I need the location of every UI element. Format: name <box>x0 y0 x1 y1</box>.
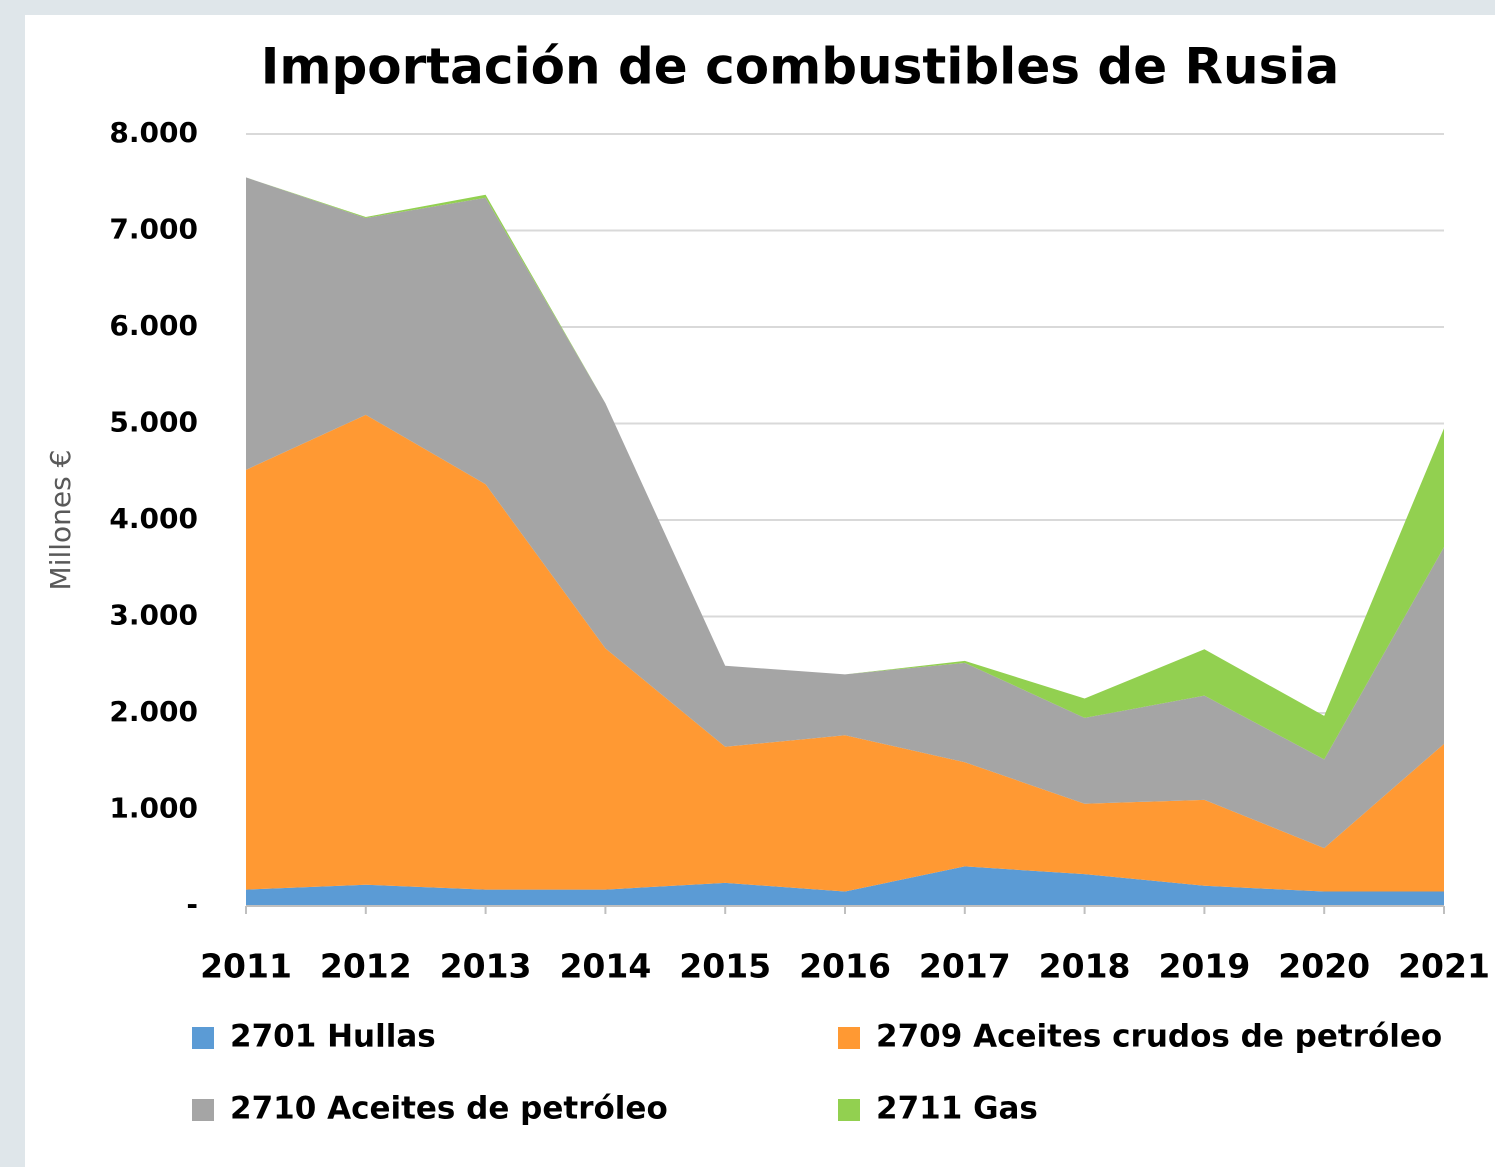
panel <box>25 15 1495 1167</box>
y-tick-label: - <box>186 888 198 921</box>
y-tick-label: 4.000 <box>109 502 198 535</box>
y-axis-label: Millones € <box>44 450 77 591</box>
legend-swatch <box>192 1027 214 1049</box>
page: Importación de combustibles de Rusia Mil… <box>0 0 1495 1167</box>
x-tick-label: 2019 <box>1158 947 1250 986</box>
legend-label: 2709 Aceites crudos de petróleo <box>876 1019 1442 1055</box>
x-tick-label: 2013 <box>440 947 532 986</box>
y-tick-label: 5.000 <box>109 406 198 439</box>
x-tick-label: 2017 <box>919 947 1011 986</box>
y-tick-label: 8.000 <box>109 116 198 149</box>
legend-label: 2711 Gas <box>876 1091 1038 1127</box>
y-tick-label: 7.000 <box>109 213 198 246</box>
x-tick-label: 2014 <box>559 947 651 986</box>
x-tick-label: 2012 <box>320 947 412 986</box>
x-tick-label: 2015 <box>679 947 771 986</box>
legend-swatch <box>192 1099 214 1121</box>
legend-label: 2710 Aceites de petróleo <box>230 1091 668 1127</box>
y-tick-label: 1.000 <box>109 792 198 825</box>
legend-swatch <box>838 1099 860 1121</box>
x-tick-label: 2016 <box>799 947 891 986</box>
chart-title: Importación de combustibles de Rusia <box>261 38 1340 96</box>
chart: Importación de combustibles de Rusia Mil… <box>0 0 1495 1167</box>
y-tick-label: 2.000 <box>109 695 198 728</box>
x-tick-label: 2011 <box>200 947 292 986</box>
y-tick-label: 3.000 <box>109 599 198 632</box>
x-tick-label: 2021 <box>1398 947 1490 986</box>
x-tick-label: 2020 <box>1278 947 1370 986</box>
legend-swatch <box>838 1027 860 1049</box>
x-tick-label: 2018 <box>1039 947 1131 986</box>
legend-label: 2701 Hullas <box>230 1019 436 1055</box>
y-tick-label: 6.000 <box>109 309 198 342</box>
